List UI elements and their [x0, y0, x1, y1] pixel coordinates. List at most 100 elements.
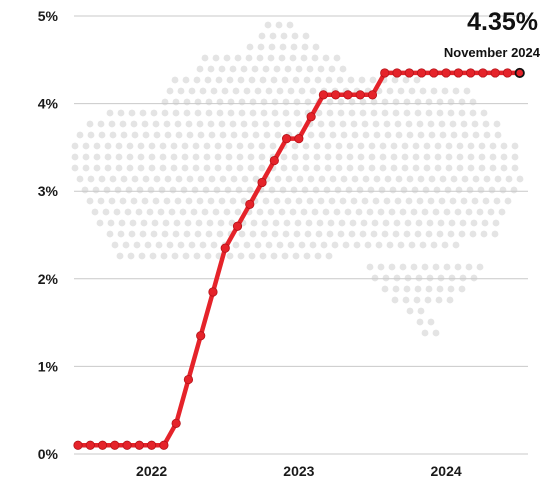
- map-dot: [302, 153, 310, 161]
- map-dot: [328, 65, 336, 73]
- map-dot: [383, 120, 391, 128]
- map-dot: [470, 274, 478, 282]
- map-dot: [489, 153, 497, 161]
- map-dot: [93, 164, 101, 172]
- map-dot: [182, 252, 190, 260]
- map-dot: [397, 241, 405, 249]
- map-dot: [460, 197, 468, 205]
- map-dot: [237, 76, 245, 84]
- map-dot: [415, 219, 423, 227]
- map-dot: [361, 197, 369, 205]
- map-dot: [201, 54, 209, 62]
- map-dot: [333, 208, 341, 216]
- map-dot: [164, 175, 172, 183]
- map-dot: [427, 197, 435, 205]
- map-dot: [504, 197, 512, 205]
- map-dot: [302, 32, 310, 40]
- map-dot: [304, 230, 312, 238]
- map-dot: [258, 164, 266, 172]
- map-dot: [291, 142, 299, 150]
- map-dot: [202, 186, 210, 194]
- map-dot: [286, 21, 294, 29]
- map-dot: [252, 175, 260, 183]
- map-dot: [227, 109, 235, 117]
- x-tick-label: 2024: [431, 463, 462, 479]
- map-dot: [226, 76, 234, 84]
- map-dot: [86, 120, 94, 128]
- map-dot: [301, 43, 309, 51]
- map-dot: [251, 120, 259, 128]
- map-dot: [270, 252, 278, 260]
- map-dot: [370, 109, 378, 117]
- map-dot: [392, 230, 400, 238]
- map-dot: [377, 208, 385, 216]
- map-dot: [472, 131, 480, 139]
- map-dot: [172, 98, 180, 106]
- map-dot: [214, 164, 222, 172]
- map-dot: [339, 65, 347, 73]
- map-dot: [472, 175, 480, 183]
- map-dot: [395, 131, 403, 139]
- map-dot: [192, 153, 200, 161]
- map-dot: [404, 274, 412, 282]
- map-dot: [115, 164, 123, 172]
- map-dot: [210, 87, 218, 95]
- map-dot: [344, 208, 352, 216]
- map-dot: [249, 230, 257, 238]
- map-dot: [346, 142, 354, 150]
- map-dot: [307, 175, 315, 183]
- map-dot: [327, 219, 335, 227]
- map-dot: [117, 109, 125, 117]
- map-dot: [141, 197, 149, 205]
- map-dot: [240, 120, 248, 128]
- map-dot: [129, 219, 137, 227]
- map-dot: [443, 263, 451, 271]
- map-dot: [463, 87, 471, 95]
- map-dot: [436, 98, 444, 106]
- map-dot: [274, 175, 282, 183]
- map-dot: [346, 164, 354, 172]
- map-dot: [208, 175, 216, 183]
- map-dot: [470, 219, 478, 227]
- map-dot: [280, 164, 288, 172]
- map-dot: [381, 98, 389, 106]
- map-dot: [279, 186, 287, 194]
- map-dot: [434, 164, 442, 172]
- data-point: [306, 112, 316, 122]
- map-dot: [193, 76, 201, 84]
- map-dot: [82, 142, 90, 150]
- map-dot: [382, 274, 390, 282]
- map-dot: [192, 164, 200, 172]
- map-dot: [326, 109, 334, 117]
- series-line: [75, 70, 522, 448]
- map-dot: [153, 131, 161, 139]
- map-dot: [260, 230, 268, 238]
- map-dot: [373, 175, 381, 183]
- map-dot: [245, 54, 253, 62]
- map-dot: [411, 186, 419, 194]
- map-dot: [415, 274, 423, 282]
- map-dot: [291, 32, 299, 40]
- map-dot: [199, 241, 207, 249]
- map-dot: [478, 164, 486, 172]
- map-dot: [395, 175, 403, 183]
- data-point: [404, 68, 414, 78]
- map-dot: [216, 109, 224, 117]
- map-dot: [265, 87, 273, 95]
- map-dot: [125, 186, 133, 194]
- map-dot: [444, 186, 452, 194]
- map-dot: [126, 153, 134, 161]
- map-dot: [426, 274, 434, 282]
- map-dot: [252, 131, 260, 139]
- map-dot: [345, 186, 353, 194]
- map-dot: [414, 98, 422, 106]
- map-dot: [271, 98, 279, 106]
- map-dot: [113, 208, 121, 216]
- map-dot: [159, 164, 167, 172]
- map-dot: [280, 32, 288, 40]
- map-dot: [71, 142, 79, 150]
- australia-map-graphic: [71, 21, 524, 337]
- map-dot: [276, 87, 284, 95]
- map-dot: [417, 131, 425, 139]
- map-dot: [425, 98, 433, 106]
